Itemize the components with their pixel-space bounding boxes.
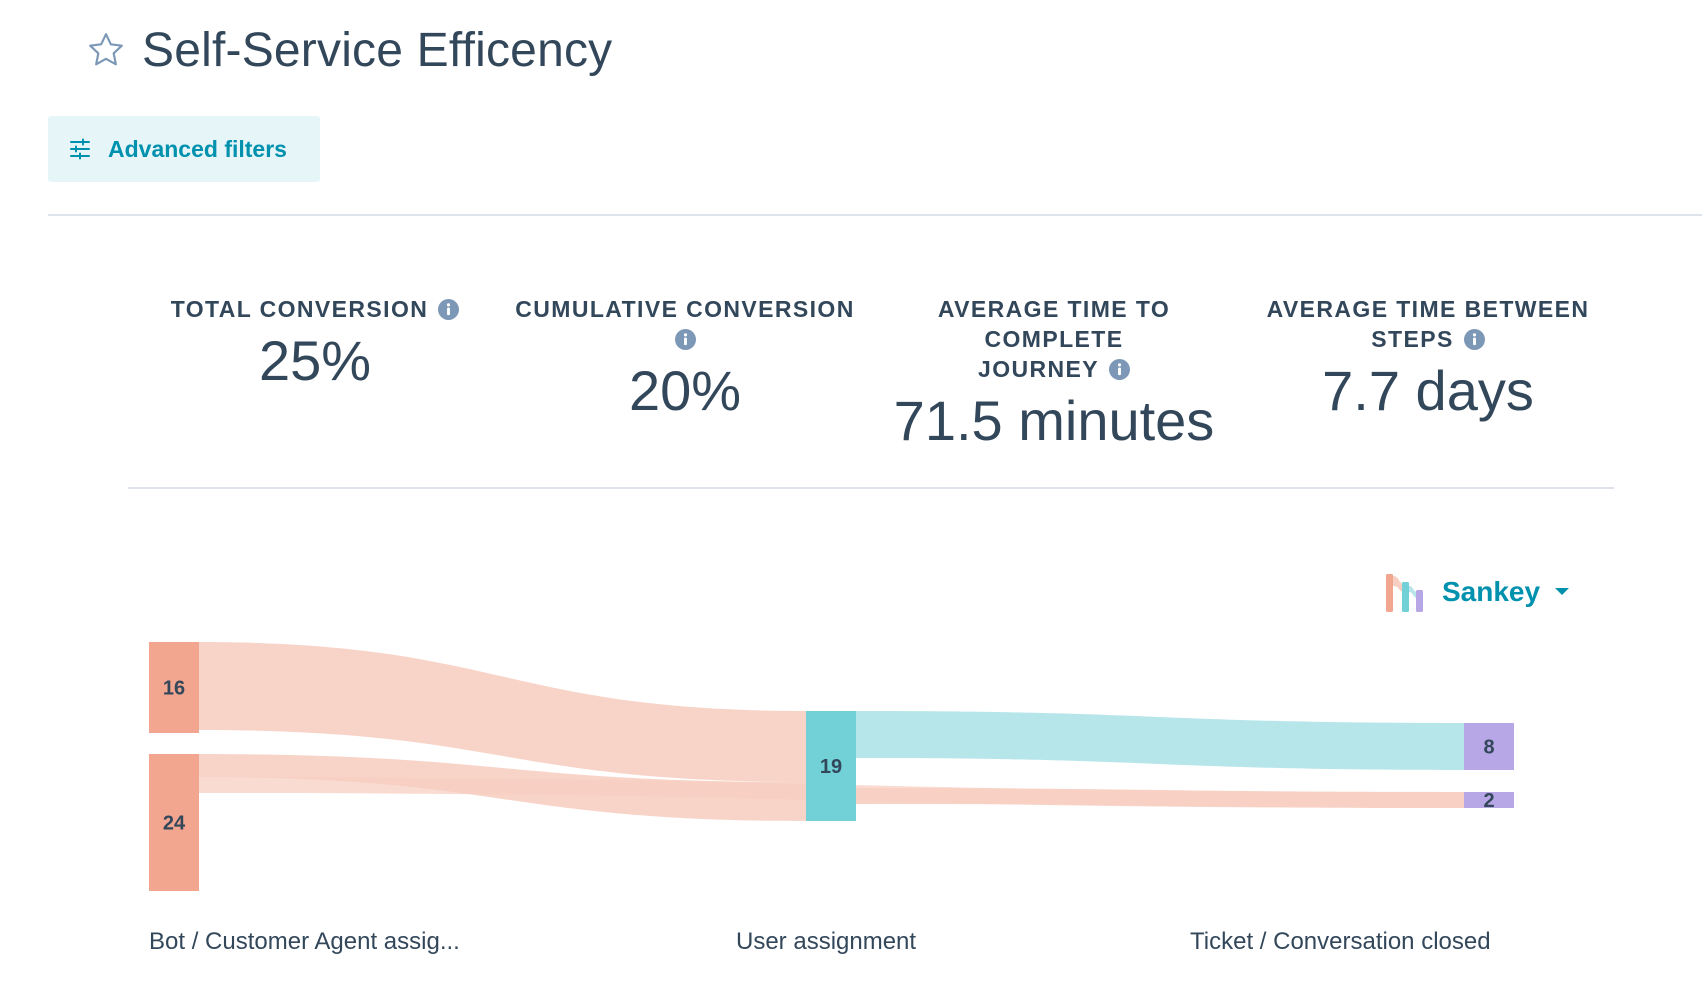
step-label: Ticket / Conversation closed [1190, 928, 1491, 955]
sankey-node-value: 19 [820, 756, 842, 778]
kpi-label: CUMULATIVE CONVERSION [510, 294, 860, 354]
page-header: Self-Service Efficency [86, 18, 612, 82]
page-title: Self-Service Efficency [142, 23, 613, 77]
kpi-value: 7.7 days [1322, 359, 1534, 422]
kpi-label: AVERAGE TIME TO COMPLETE JOURNEY [937, 296, 1171, 382]
info-icon[interactable] [1463, 327, 1485, 350]
kpi-total-conversion: TOTAL CONVERSION 25% [150, 294, 480, 396]
kpi-average-time-between-steps: AVERAGE TIME BETWEEN STEPS 7.7 days [1256, 294, 1600, 426]
sankey-link[interactable] [199, 642, 806, 782]
sankey-node-value: 24 [163, 813, 186, 835]
sankey-node-value: 2 [1483, 790, 1494, 812]
caret-down-icon [1554, 587, 1570, 597]
chart-type-label: Sankey [1442, 576, 1541, 607]
star-outline-icon[interactable] [86, 30, 126, 70]
divider [48, 214, 1702, 216]
kpi-value: 25% [258, 329, 372, 392]
sliders-icon [68, 137, 92, 161]
kpi-value: 20% [628, 359, 742, 422]
sankey-node-value: 16 [163, 678, 185, 700]
kpi-label: AVERAGE TIME BETWEEN STEPS [1266, 296, 1590, 352]
info-icon[interactable] [438, 297, 460, 320]
sankey-link[interactable] [856, 788, 1464, 808]
sankey-link[interactable] [856, 711, 1464, 770]
chart-type-dropdown[interactable]: Sankey [1384, 568, 1570, 616]
kpi-label: TOTAL CONVERSION [150, 294, 480, 324]
info-icon[interactable] [674, 327, 696, 350]
sankey-icon [1384, 570, 1428, 614]
advanced-filters-label: Advanced filters [108, 135, 287, 162]
kpi-value: 71.5 minutes [893, 389, 1215, 452]
sankey-node[interactable] [149, 754, 199, 891]
kpi-cumulative-conversion: CUMULATIVE CONVERSION 20% [510, 294, 860, 426]
step-label: User assignment [736, 928, 917, 955]
advanced-filters-button[interactable]: Advanced filters [48, 116, 320, 182]
step-label: Bot / Customer Agent assig... [149, 928, 460, 955]
sankey-node[interactable] [149, 642, 199, 733]
divider [128, 487, 1614, 489]
sankey-node[interactable] [1464, 792, 1514, 808]
sankey-node[interactable] [806, 711, 856, 821]
sankey-node[interactable] [1464, 723, 1514, 770]
kpi-average-time-to-complete: AVERAGE TIME TO COMPLETE JOURNEY 71.5 mi… [868, 294, 1240, 456]
sankey-node-value: 8 [1483, 737, 1494, 759]
info-icon[interactable] [1109, 357, 1130, 380]
sankey-chart: 16 24 19 8 2 [149, 642, 1514, 891]
